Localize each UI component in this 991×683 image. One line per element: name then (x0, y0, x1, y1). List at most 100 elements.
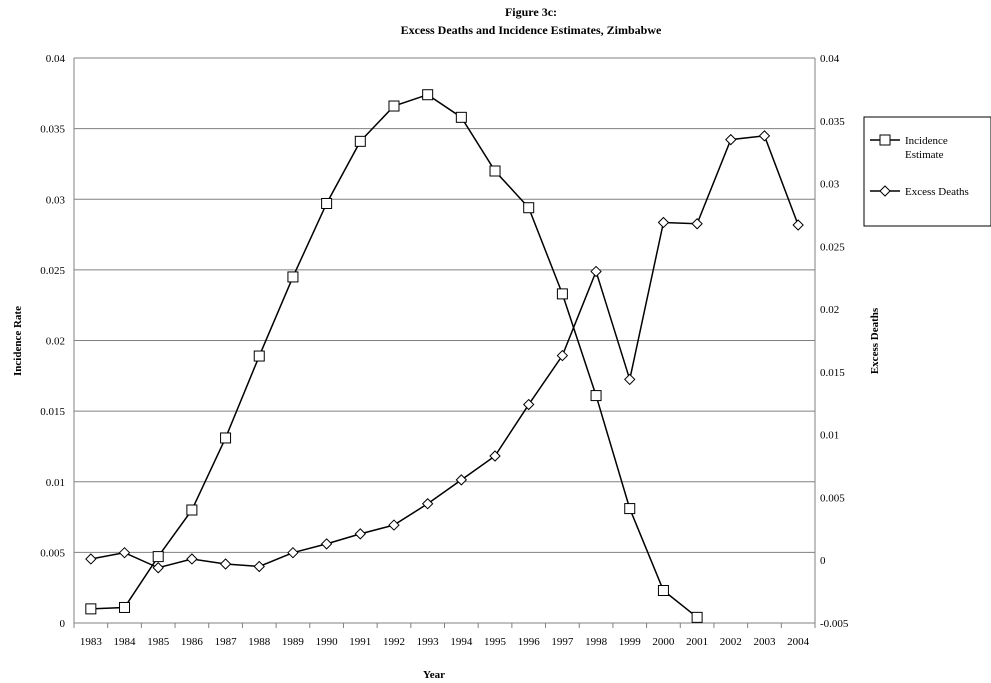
series-line (90, 135, 799, 569)
x-tick-label: 1986 (181, 636, 204, 648)
legend-label: Incidence Estimate (905, 135, 948, 161)
y-right-tick-label: 0.02 (820, 304, 839, 316)
excess-deaths-point (522, 398, 535, 411)
excess-deaths-point (85, 553, 97, 565)
incidence-point (321, 197, 333, 209)
incidence-point (657, 585, 669, 597)
incidence-point (119, 601, 131, 613)
incidence-point (556, 288, 568, 300)
y-left-tick-label: 0.005 (40, 547, 65, 559)
excess-deaths-point (758, 130, 771, 142)
incidence-point (287, 271, 299, 283)
excess-deaths-point (489, 450, 501, 462)
excess-deaths-point (186, 553, 198, 565)
excess-deaths-point (253, 560, 265, 573)
excess-deaths-point (556, 349, 569, 362)
x-tick-label: 2001 (686, 636, 708, 648)
x-tick-label: 1984 (114, 636, 137, 648)
incidence-point (624, 503, 636, 515)
incidence-point (523, 202, 535, 214)
incidence-point (590, 390, 602, 402)
plot-layer: 0 0.005 0.01 0.015 0.02 0.025 0.03 0.035 0.04 -0.… (40, 53, 849, 648)
y-right-tick-label: 0.03 (820, 179, 840, 191)
x-tick-label: 2004 (787, 636, 810, 648)
excess-deaths-point (421, 498, 434, 510)
excess-deaths-point (388, 519, 400, 531)
x-tick-label: 1987 (215, 636, 238, 648)
legend-label-line: Estimate (905, 149, 944, 161)
excess-deaths-point (152, 562, 164, 574)
legend-box (863, 116, 991, 227)
incidence-point (253, 350, 265, 362)
x-tick-label: 1997 (551, 636, 574, 648)
incidence-point (220, 432, 232, 444)
y-right-tick-label: 0.015 (820, 367, 845, 379)
excess-deaths-point (354, 528, 367, 540)
x-tick-label: 2003 (753, 636, 776, 648)
x-tick-label: 1995 (484, 636, 507, 648)
x-tick-label: 1988 (248, 636, 271, 648)
legend-marker-square (879, 134, 891, 146)
excess-deaths-point (320, 538, 333, 550)
y-right-tick-label: -0.005 (820, 618, 849, 630)
legend: Incidence Estimate Excess Deaths (863, 116, 991, 227)
y-left-tick-label: 0 (60, 618, 66, 630)
incidence-point (152, 551, 164, 563)
x-tick-label: 1990 (316, 636, 339, 648)
x-tick-label: 1992 (383, 636, 405, 648)
y-right-tick-label: 0.035 (820, 116, 845, 128)
x-tick-label: 2000 (652, 636, 675, 648)
excess-deaths-point (287, 546, 299, 559)
excess-deaths-point (455, 474, 468, 486)
x-tick-label: 2002 (720, 636, 742, 648)
excess-deaths-point (657, 216, 670, 229)
x-tick-label: 1991 (349, 636, 371, 648)
series-line (90, 93, 698, 618)
y-left-tick-label: 0.015 (40, 406, 65, 418)
y-right-tick-label: 0 (820, 555, 826, 567)
y-left-tick-label: 0.01 (46, 477, 65, 489)
excess-deaths-point (624, 373, 636, 386)
chart-title: Figure 3c: (505, 5, 557, 19)
incidence-point (455, 111, 467, 123)
excess-deaths-point (792, 219, 804, 231)
y-axis-right-label: Excess Deaths (869, 307, 881, 374)
x-tick-label: 1989 (282, 636, 305, 648)
excess-deaths-point (691, 218, 703, 230)
chart-subtitle: Excess Deaths and Incidence Estimates, Z… (401, 23, 662, 37)
incidence-point (354, 135, 366, 147)
y-left-tick-label: 0.04 (46, 53, 66, 65)
legend-label-line: Incidence (905, 135, 948, 147)
x-tick-label: 1993 (417, 636, 440, 648)
x-axis-label: Year (423, 669, 445, 681)
x-tick-label: 1996 (518, 636, 541, 648)
x-tick-label: 1983 (80, 636, 103, 648)
incidence-point (691, 611, 703, 623)
x-tick-label: 1994 (450, 636, 473, 648)
x-tick-label: 1999 (619, 636, 642, 648)
excess-deaths-point (118, 546, 131, 559)
y-right-tick-label: 0.04 (820, 53, 840, 65)
incidence-point (422, 89, 434, 101)
y-left-tick-label: 0.025 (40, 265, 65, 277)
incidence-point (388, 100, 400, 112)
incidence-point (489, 165, 501, 177)
incidence-point (186, 504, 198, 516)
x-tick-label: 1998 (585, 636, 608, 648)
y-left-tick-label: 0.02 (46, 336, 65, 348)
y-left-tick-label: 0.035 (40, 124, 65, 136)
excess-deaths-point (219, 558, 232, 570)
excess-deaths-point (725, 133, 737, 146)
legend-label: Excess Deaths (905, 186, 969, 198)
excess-deaths-point (590, 265, 602, 278)
y-right-tick-label: 0.01 (820, 430, 839, 442)
y-right-tick-label: 0.025 (820, 241, 845, 253)
y-left-tick-label: 0.03 (46, 194, 66, 206)
y-axis-left-label: Incidence Rate (12, 306, 24, 376)
legend-marker-diamond (879, 185, 891, 197)
x-tick-label: 1985 (147, 636, 170, 648)
y-right-tick-label: 0.005 (820, 492, 845, 504)
incidence-point (85, 603, 97, 615)
